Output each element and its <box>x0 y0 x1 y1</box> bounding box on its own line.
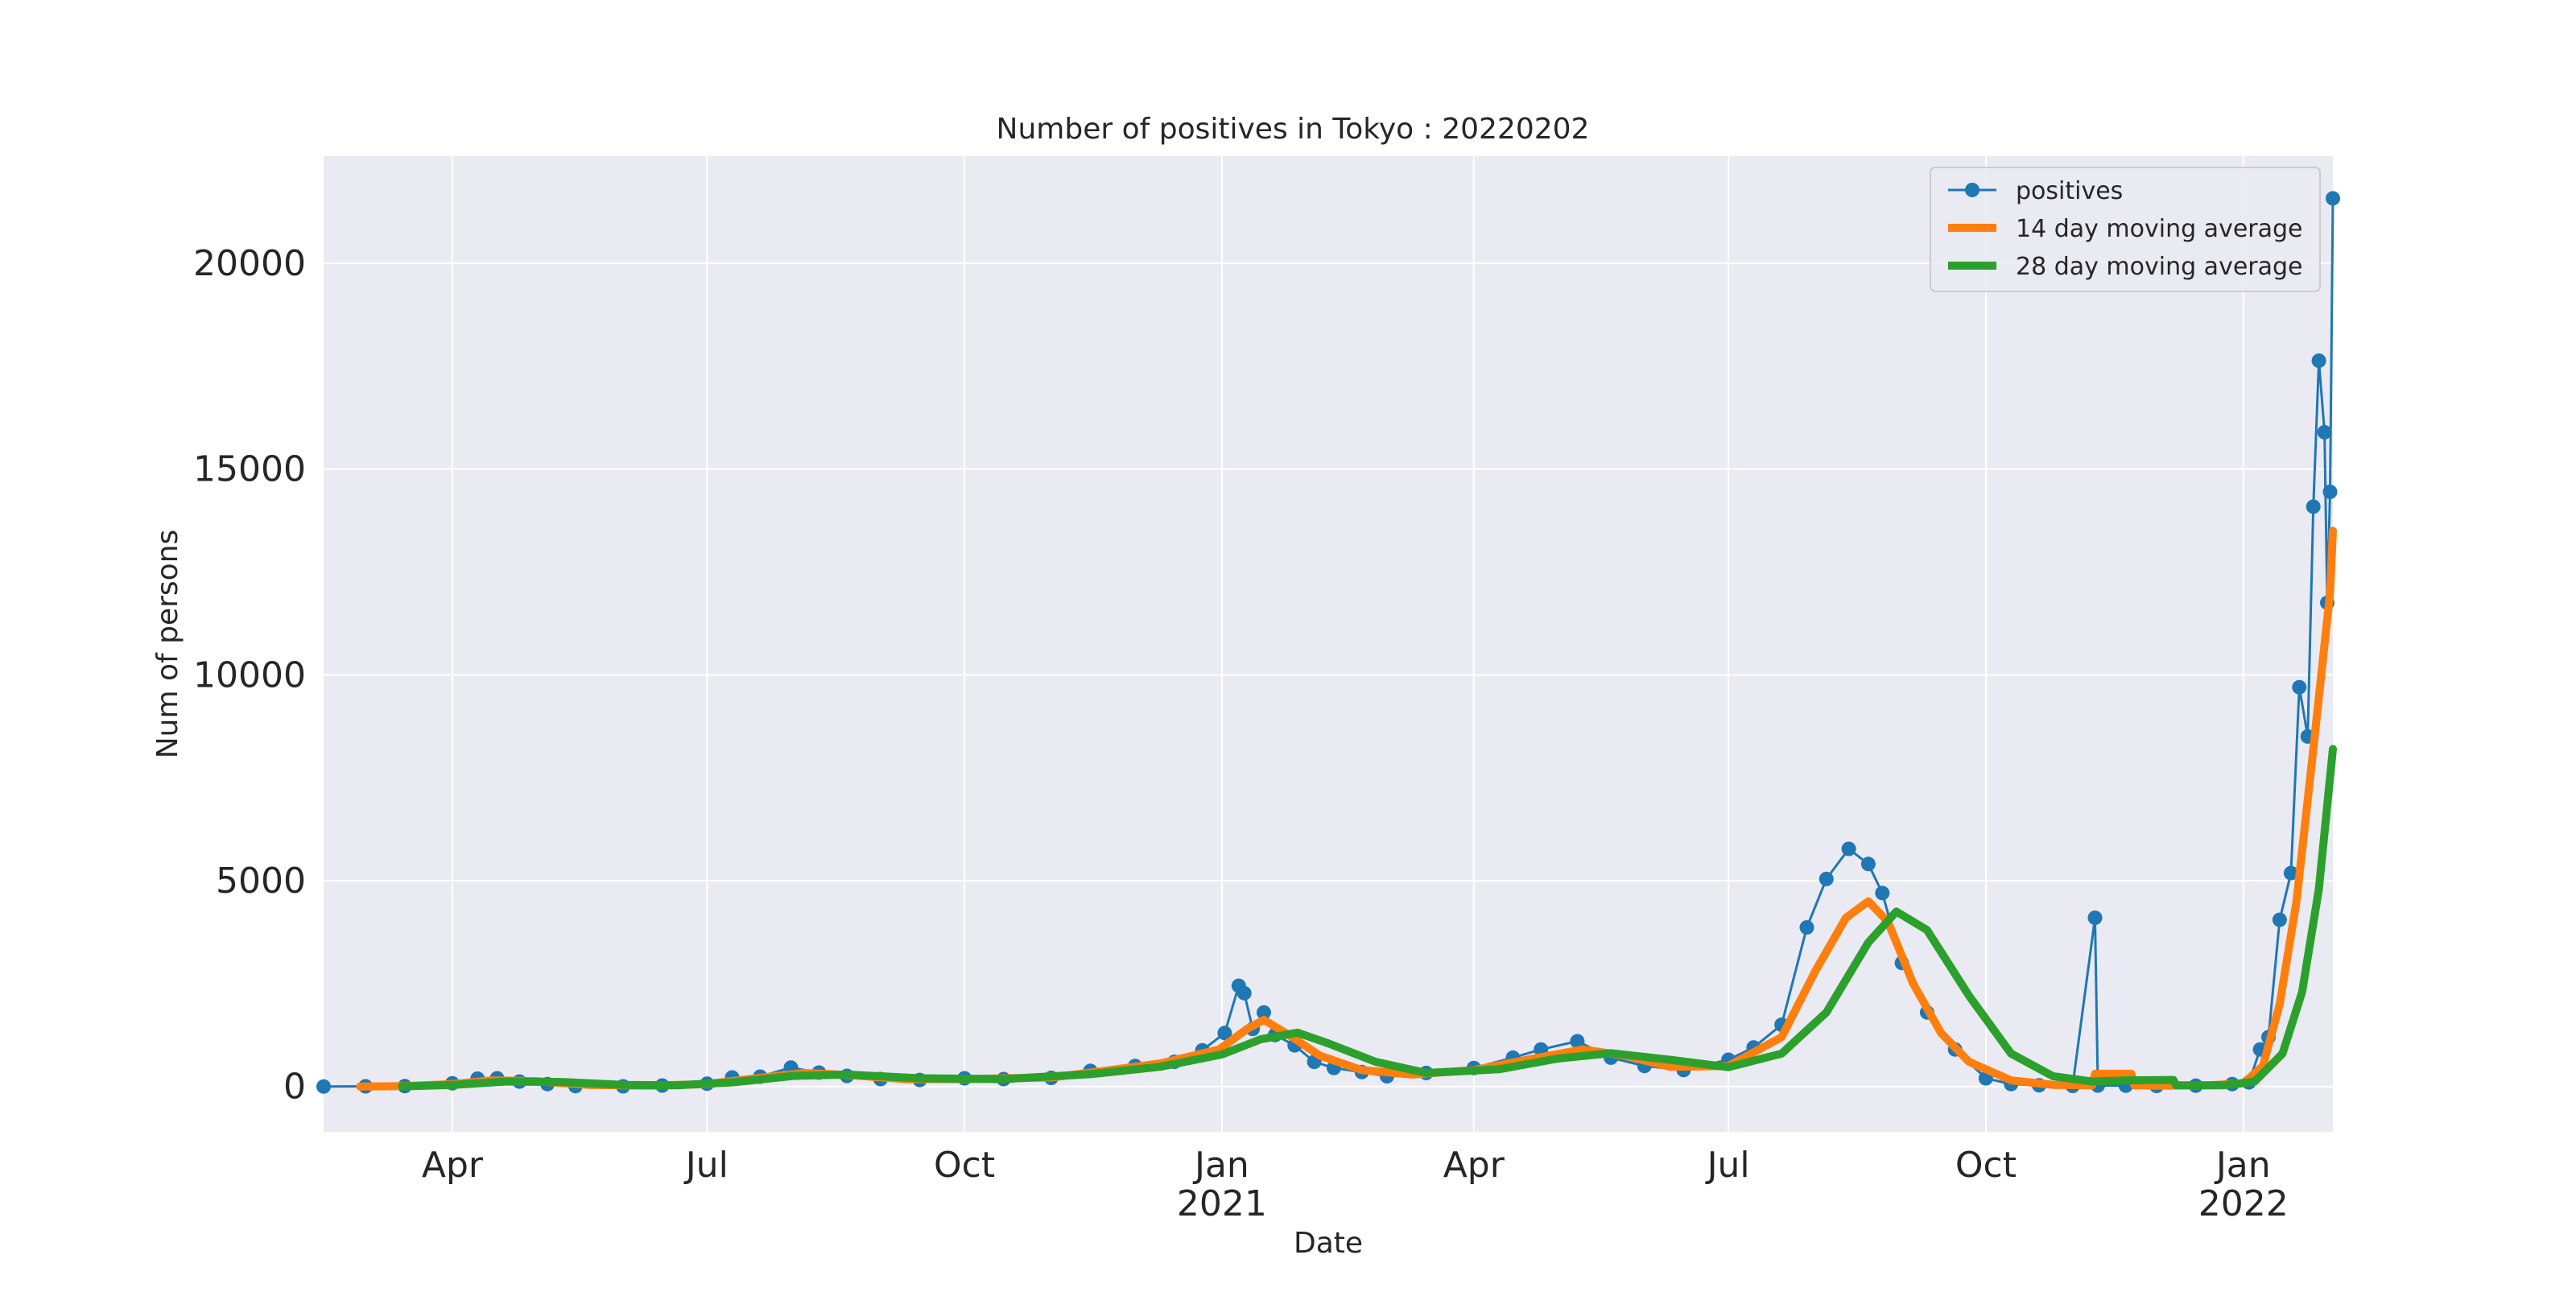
y-axis-label: Num of persons <box>151 530 184 759</box>
data-point <box>1257 1005 1271 1020</box>
chart-title: Number of positives in Tokyo : 20220202 <box>997 113 1590 146</box>
legend-label: 14 day moving average <box>2016 215 2303 243</box>
legend-item: positives <box>1948 177 2123 205</box>
data-point <box>2087 910 2103 926</box>
data-point <box>2326 191 2340 206</box>
data-point <box>1875 885 1890 901</box>
legend-label: 28 day moving average <box>2016 253 2303 281</box>
x-tick-label: Jan <box>2214 1145 2271 1186</box>
legend-item: 14 day moving average <box>1948 215 2303 243</box>
y-tick-labels: 0 5000 10000 15000 20000 <box>193 243 306 1108</box>
series-line-28-day-moving-average <box>398 745 2337 1091</box>
data-point <box>2311 353 2326 369</box>
legend-item: 28 day moving average <box>1948 253 2303 281</box>
legend-box <box>1930 167 2321 292</box>
x-tick-label: Jan <box>1192 1145 1249 1186</box>
x-tick-year-label: 2022 <box>2198 1183 2289 1224</box>
x-tick-label: Apr <box>1443 1145 1505 1186</box>
x-tick-label: Oct <box>934 1145 995 1186</box>
data-point <box>2272 912 2287 927</box>
y-tick-label: 0 <box>283 1067 306 1108</box>
data-point <box>1236 985 1252 1001</box>
data-point <box>2306 499 2321 514</box>
x-tick-year-label: 2021 <box>1177 1183 1267 1224</box>
data-point <box>2322 485 2338 499</box>
data-point <box>1818 871 1834 886</box>
data-point <box>1570 1034 1585 1049</box>
series-28-day-moving-average <box>398 745 2337 1091</box>
legend: positives 14 day moving average 28 day mov… <box>1930 167 2321 292</box>
data-point <box>2317 424 2332 440</box>
data-point <box>1217 1026 1232 1041</box>
data-point <box>316 1079 331 1094</box>
x-tick-label: Jul <box>683 1145 729 1186</box>
x-tick-label: Apr <box>422 1145 484 1186</box>
x-tick-label: Oct <box>1955 1145 2017 1186</box>
y-tick-label: 10000 <box>193 654 306 696</box>
x-tick-label: Jul <box>1705 1145 1750 1186</box>
x-axis-label: Date <box>1294 1227 1363 1260</box>
y-tick-label: 20000 <box>193 243 306 284</box>
data-point <box>1860 857 1876 872</box>
y-tick-label: 15000 <box>193 449 306 490</box>
data-point <box>2292 679 2307 695</box>
series-layer <box>316 191 2340 1094</box>
data-point <box>2283 865 2298 881</box>
y-tick-label: 5000 <box>216 861 306 902</box>
data-point <box>1841 841 1856 857</box>
plot-area <box>324 156 2333 1132</box>
legend-marker <box>1965 183 1979 197</box>
legend-label: positives <box>2016 177 2123 205</box>
grid-lines <box>324 156 2333 1132</box>
data-point <box>1799 920 1814 935</box>
